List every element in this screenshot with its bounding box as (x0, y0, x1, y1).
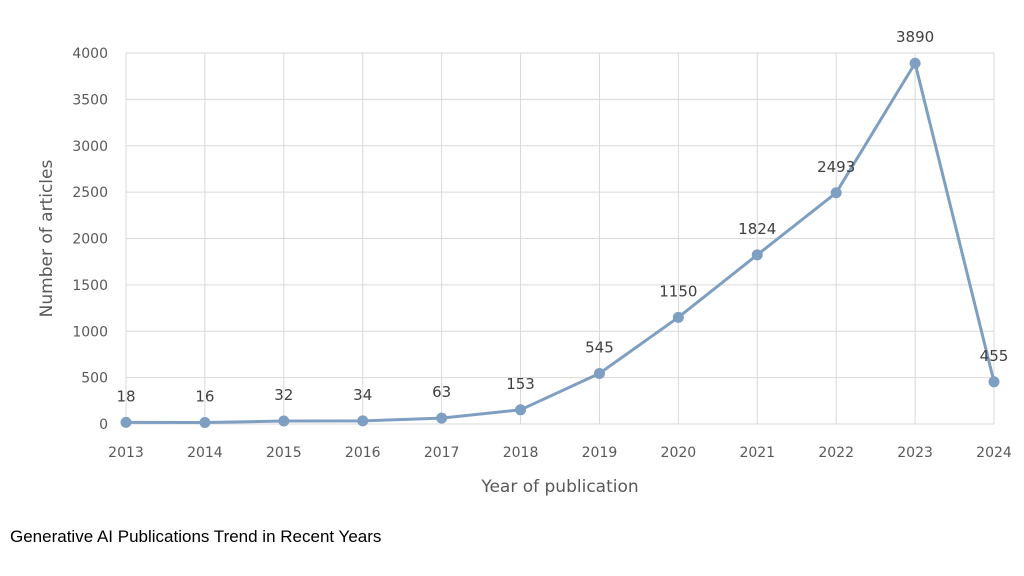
data-point (751, 249, 763, 261)
y-tick-label: 0 (99, 417, 108, 433)
x-tick-label: 2020 (661, 445, 697, 461)
y-tick-label: 1000 (72, 324, 108, 340)
x-tick-label: 2015 (266, 445, 302, 461)
data-point (436, 412, 448, 424)
chart-area: 0 500 1000 1500 2000 2500 3000 3500 4000 2013 201… (37, 28, 1012, 497)
series (120, 57, 1000, 429)
data-label: 153 (506, 375, 535, 393)
x-tick-label: 2019 (582, 445, 618, 461)
y-tick-label: 3500 (72, 92, 108, 108)
data-label: 1824 (738, 220, 776, 238)
x-tick-label: 2017 (424, 445, 460, 461)
data-label: 32 (274, 386, 293, 404)
data-label: 545 (585, 338, 614, 356)
x-tick-label: 2014 (187, 445, 223, 461)
x-tick-label: 2022 (818, 445, 854, 461)
data-point (909, 57, 921, 69)
data-point (515, 404, 527, 416)
data-point (199, 417, 211, 429)
data-point (593, 367, 605, 379)
y-axis-title: Number of articles (37, 160, 57, 318)
data-point (120, 416, 132, 428)
x-tick-label: 2021 (739, 445, 775, 461)
y-tick-label: 2000 (72, 232, 108, 248)
data-labels: 18 16 32 34 63 153 545 1150 1824 2493 3890 455 (116, 28, 1008, 405)
data-point (988, 376, 1000, 388)
data-label: 2493 (817, 158, 855, 176)
series-line (125, 61, 996, 425)
x-tick-label: 2016 (345, 445, 381, 461)
figure-caption: Generative AI Publications Trend in Rece… (10, 527, 382, 546)
x-tick-label: 2013 (108, 445, 144, 461)
y-tick-label: 3000 (72, 139, 108, 155)
data-point (830, 187, 842, 199)
data-label: 18 (116, 387, 135, 405)
data-label: 34 (353, 386, 372, 404)
y-tick-label: 500 (81, 371, 108, 387)
y-tick-label: 2500 (72, 185, 108, 201)
x-tick-label: 2018 (503, 445, 539, 461)
y-tick-label: 1500 (72, 278, 108, 294)
data-point (278, 415, 290, 427)
x-tick-label: 2023 (897, 445, 933, 461)
data-label: 3890 (896, 28, 934, 46)
data-label: 455 (980, 347, 1009, 365)
x-axis-ticks: 2013 2014 2015 2016 2017 2018 2019 2020 2021 2022… (108, 445, 1012, 461)
y-tick-label: 4000 (72, 46, 108, 62)
x-axis-title: Year of publication (480, 477, 638, 497)
data-point (672, 311, 684, 323)
data-label: 16 (195, 388, 214, 406)
x-tick-label: 2024 (976, 445, 1012, 461)
data-point (357, 415, 369, 427)
data-label: 1150 (659, 282, 697, 300)
y-axis-ticks: 0 500 1000 1500 2000 2500 3000 3500 4000 (72, 46, 108, 433)
grid (125, 52, 995, 425)
data-label: 63 (432, 383, 451, 401)
